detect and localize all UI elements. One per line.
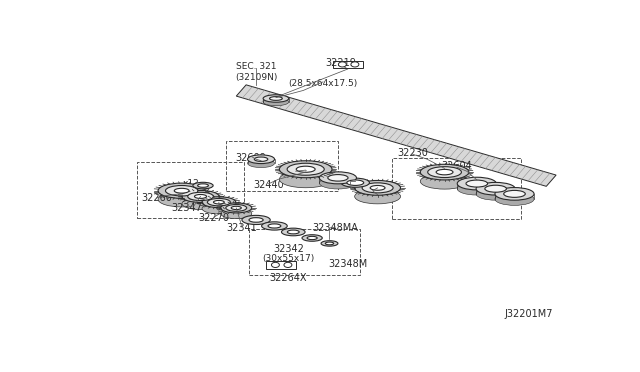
Bar: [392, 158, 522, 219]
Ellipse shape: [248, 155, 275, 164]
Ellipse shape: [158, 192, 205, 207]
Ellipse shape: [287, 230, 299, 234]
Text: SEC. 321
(32109N): SEC. 321 (32109N): [235, 62, 277, 81]
Text: 32270: 32270: [198, 213, 229, 223]
Ellipse shape: [347, 180, 364, 185]
Ellipse shape: [182, 190, 219, 202]
Ellipse shape: [420, 164, 469, 180]
Ellipse shape: [485, 185, 506, 192]
Ellipse shape: [195, 195, 207, 198]
Text: 32440: 32440: [253, 180, 284, 190]
Ellipse shape: [428, 167, 461, 177]
Ellipse shape: [202, 203, 236, 214]
Ellipse shape: [351, 62, 359, 67]
Ellipse shape: [262, 222, 287, 230]
Text: 32250: 32250: [362, 190, 393, 200]
Ellipse shape: [296, 166, 315, 172]
Ellipse shape: [182, 198, 219, 209]
Ellipse shape: [268, 224, 281, 228]
Ellipse shape: [476, 182, 515, 195]
Ellipse shape: [271, 262, 280, 267]
Ellipse shape: [355, 189, 401, 204]
Ellipse shape: [263, 95, 289, 102]
Text: (30x55x17): (30x55x17): [262, 254, 314, 263]
Bar: [137, 162, 244, 218]
Text: 32230: 32230: [397, 148, 428, 158]
Ellipse shape: [319, 177, 356, 189]
Ellipse shape: [504, 190, 525, 198]
Ellipse shape: [214, 201, 224, 204]
Ellipse shape: [325, 242, 333, 245]
Text: 32264X: 32264X: [269, 273, 307, 283]
Ellipse shape: [193, 182, 213, 189]
Ellipse shape: [339, 62, 346, 67]
Bar: [249, 230, 360, 275]
Ellipse shape: [284, 262, 292, 267]
Text: 32347: 32347: [172, 203, 202, 213]
Text: 32862P: 32862P: [332, 180, 369, 190]
Ellipse shape: [355, 180, 401, 195]
Ellipse shape: [495, 187, 534, 200]
Ellipse shape: [457, 182, 497, 195]
Ellipse shape: [280, 161, 332, 178]
Text: x12: x12: [183, 179, 200, 188]
Ellipse shape: [221, 203, 252, 213]
Ellipse shape: [280, 171, 332, 188]
Ellipse shape: [466, 180, 488, 187]
Ellipse shape: [269, 97, 282, 100]
Ellipse shape: [254, 157, 268, 161]
Text: 32341: 32341: [226, 223, 257, 233]
Text: 32604: 32604: [280, 167, 311, 177]
Ellipse shape: [198, 184, 209, 187]
Ellipse shape: [242, 215, 270, 225]
Text: 32219: 32219: [325, 58, 356, 68]
Bar: [227, 141, 338, 191]
Ellipse shape: [221, 209, 252, 219]
Text: (28.5x64x17.5): (28.5x64x17.5): [289, 79, 358, 88]
Ellipse shape: [319, 172, 356, 184]
Ellipse shape: [166, 186, 198, 196]
Ellipse shape: [282, 228, 305, 236]
Ellipse shape: [207, 199, 230, 206]
Polygon shape: [236, 85, 556, 186]
Ellipse shape: [457, 177, 497, 190]
Ellipse shape: [321, 241, 338, 246]
Bar: [266, 261, 296, 269]
Ellipse shape: [362, 183, 393, 193]
Ellipse shape: [226, 205, 246, 211]
Text: 32348MA: 32348MA: [312, 223, 358, 233]
Text: 32348M: 32348M: [328, 259, 367, 269]
Ellipse shape: [436, 169, 453, 175]
Bar: [333, 61, 364, 68]
Ellipse shape: [188, 192, 213, 201]
Ellipse shape: [231, 206, 241, 209]
Ellipse shape: [307, 236, 317, 240]
Ellipse shape: [249, 218, 263, 222]
Ellipse shape: [495, 193, 534, 205]
Ellipse shape: [328, 174, 348, 181]
Ellipse shape: [476, 187, 515, 200]
Ellipse shape: [174, 188, 189, 193]
Ellipse shape: [302, 235, 323, 241]
Text: 32609: 32609: [236, 153, 266, 163]
Ellipse shape: [420, 173, 469, 189]
Text: 32342: 32342: [273, 244, 304, 254]
Ellipse shape: [287, 163, 324, 175]
Ellipse shape: [202, 197, 236, 208]
Text: 32260: 32260: [141, 193, 172, 203]
Ellipse shape: [158, 183, 205, 198]
Ellipse shape: [341, 178, 369, 187]
Text: J32201M7: J32201M7: [504, 309, 553, 319]
Text: 32604: 32604: [442, 161, 472, 171]
Ellipse shape: [370, 186, 385, 190]
Ellipse shape: [263, 98, 289, 106]
Ellipse shape: [248, 159, 275, 167]
